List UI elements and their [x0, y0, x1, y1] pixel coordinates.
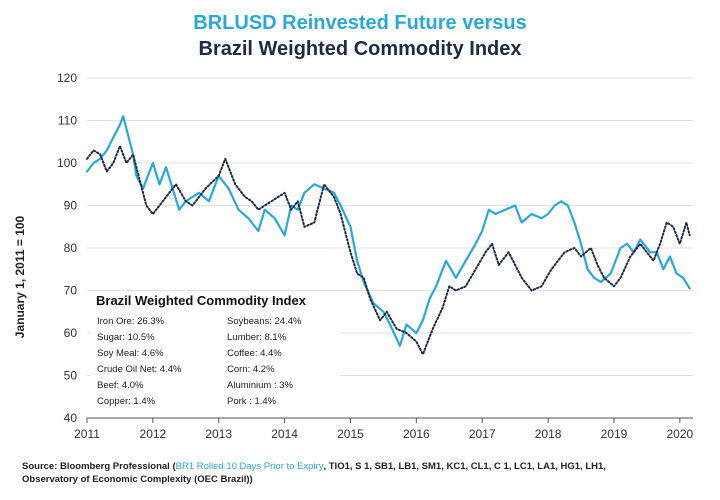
- source-label: Source: Bloomberg Professional (: [22, 461, 176, 472]
- weight-item: Sugar: 10.5%: [97, 332, 155, 343]
- y-tick-label: 120: [57, 71, 77, 85]
- y-tick-label: 100: [57, 156, 77, 170]
- commodity-weights-box: Brazil Weighted Commodity Index Iron Ore…: [90, 293, 340, 407]
- x-axis: 2011 2012 2013 2014 2015 2016 2017 2018 2019 2020: [74, 417, 693, 441]
- weight-item: Coffee: 4.4%: [227, 348, 282, 359]
- y-tick-label: 80: [64, 241, 78, 255]
- y-tick-label: 50: [64, 369, 78, 383]
- chart-title-line2: Brazil Weighted Commodity Index: [198, 38, 522, 60]
- x-tick-label: 2011: [74, 427, 100, 441]
- y-tick-label: 110: [58, 114, 77, 128]
- x-tick-label: 2019: [601, 427, 628, 441]
- weight-item: Soybeans: 24.4%: [227, 316, 302, 327]
- x-tick-label: 2016: [403, 427, 430, 441]
- source-note: Source: Bloomberg Professional (BR1 Roll…: [22, 460, 702, 486]
- weight-item: Beef: 4.0%: [97, 380, 144, 391]
- weight-item: Lumber: 8.1%: [227, 332, 287, 343]
- x-tick-label: 2017: [469, 427, 496, 441]
- weight-item: Pork : 1.4%: [227, 396, 277, 407]
- x-tick-label: 2014: [271, 427, 298, 441]
- x-tick-label: 2012: [140, 427, 167, 441]
- weight-item: Iron Ore: 26.3%: [97, 316, 165, 327]
- y-tick-label: 70: [64, 284, 78, 298]
- weight-item: Aluminium : 3%: [227, 380, 293, 391]
- x-tick-label: 2015: [337, 427, 364, 441]
- weight-item: Copper: 1.4%: [97, 396, 156, 407]
- y-tick-label: 90: [64, 199, 78, 213]
- y-tick-label: 40: [64, 411, 78, 425]
- y-tick-label: 60: [64, 326, 78, 340]
- x-tick-label: 2020: [666, 427, 693, 441]
- legend-title: Brazil Weighted Commodity Index: [96, 293, 306, 308]
- chart-title-line1: BRLUSD Reinvested Future versus: [193, 12, 527, 34]
- series-line-br1: [85, 115, 691, 347]
- weight-item: Soy Meal: 4.6%: [97, 348, 164, 359]
- weight-item: Crude Oil Net: 4.4%: [97, 364, 182, 375]
- weights-grid: Iron Ore: 26.3% Soybeans: 24.4% Sugar: 1…: [97, 316, 340, 407]
- series-lines: [85, 115, 691, 356]
- y-tick-labels: 40 50 60 70 80 90 100 110 120: [57, 71, 77, 425]
- x-tick-label: 2013: [205, 427, 232, 441]
- x-tick-label: 2018: [535, 427, 562, 441]
- source-line2: Observatory of Economic Complexity (OEC …: [22, 474, 253, 485]
- weight-item: Corn: 4.2%: [227, 364, 275, 375]
- series-line-commodity-index: [86, 145, 691, 356]
- source-highlight: BR1 Rolled 10 Days Prior to Expiry: [175, 461, 324, 472]
- source-rest: , TIO1, S 1, SB1, LB1, SM1, KC1, CL1, C …: [323, 461, 606, 472]
